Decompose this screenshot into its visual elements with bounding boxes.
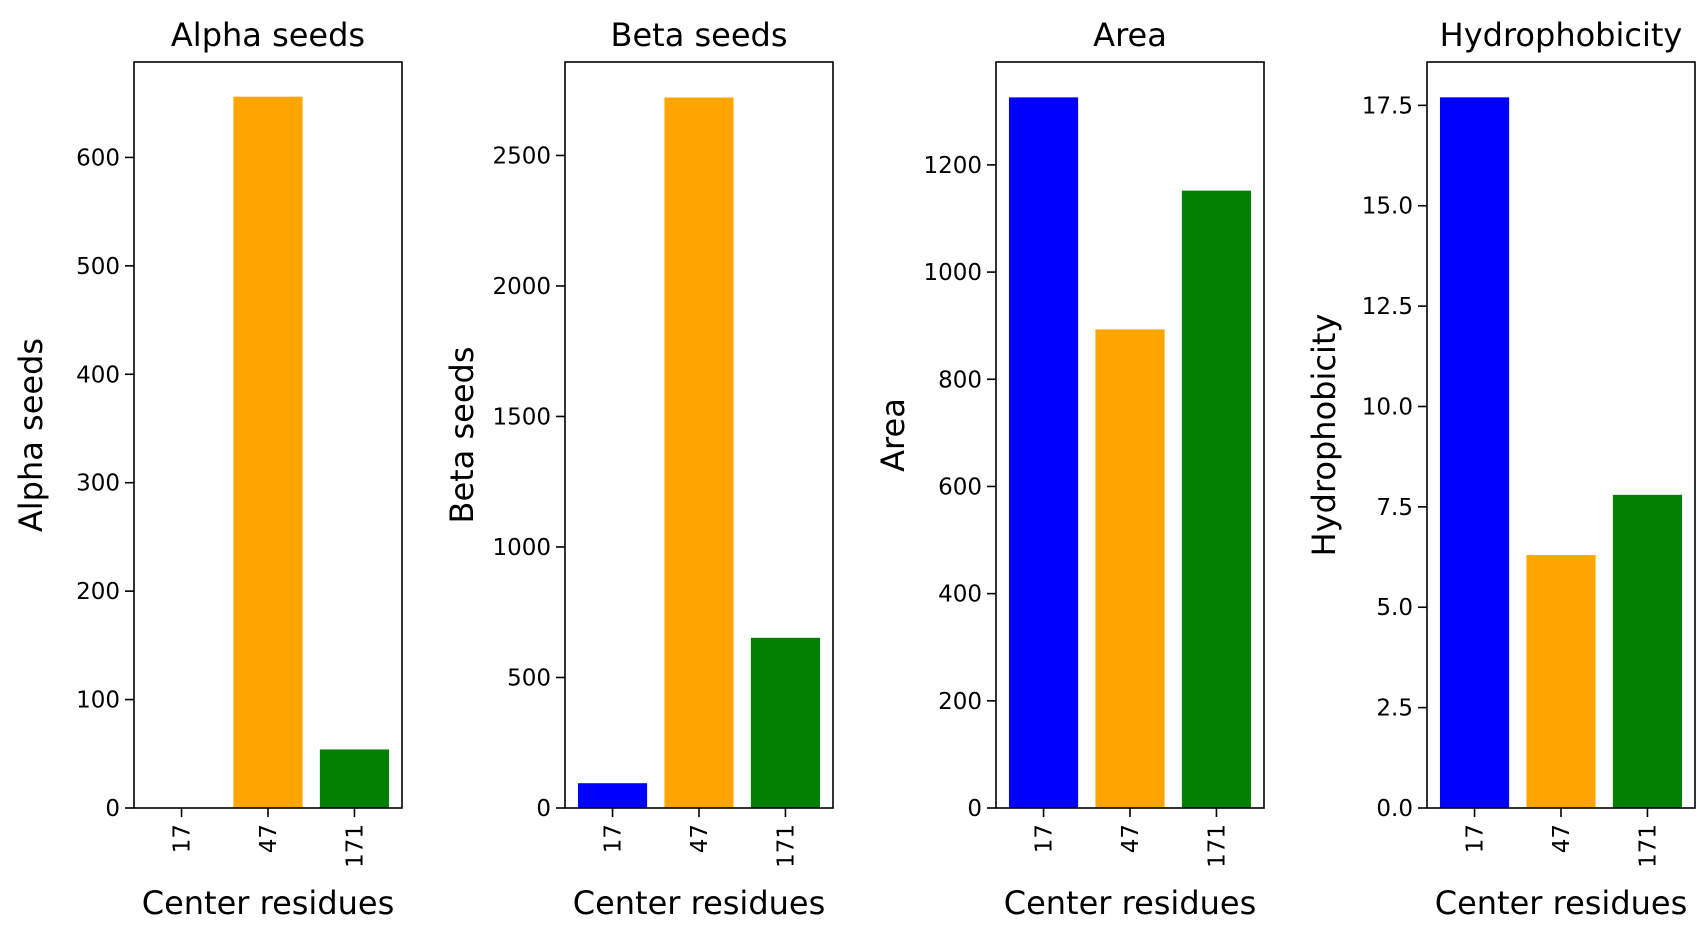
bar-47 [233, 96, 303, 808]
y-tick-label: 600 [76, 145, 120, 171]
y-tick-label: 1000 [923, 260, 982, 286]
y-tick-label: 400 [938, 582, 982, 608]
x-tick-label-171: 171 [1635, 824, 1661, 868]
x-tick-label-17: 17 [601, 824, 627, 853]
bar-17 [1439, 97, 1510, 808]
y-tick-label: 100 [76, 688, 120, 714]
bar-47 [1526, 555, 1596, 808]
chart-title: Area [1093, 16, 1167, 54]
y-axis-label: Beta seeds [443, 347, 481, 524]
y-tick-label: 15.0 [1362, 194, 1413, 220]
y-tick-label: 200 [76, 579, 120, 605]
x-tick-label-171: 171 [773, 824, 799, 868]
x-tick-label-17: 17 [1032, 824, 1058, 853]
y-tick-label: 0.0 [1376, 796, 1413, 822]
x-tick-label-47: 47 [1118, 824, 1144, 853]
y-tick-label: 2.5 [1376, 696, 1413, 722]
x-axis-label: Center residues [1435, 884, 1688, 922]
y-tick-label: 1200 [923, 153, 982, 179]
y-tick-label: 12.5 [1362, 294, 1413, 320]
x-tick-label-17: 17 [170, 824, 196, 853]
bar-171 [1181, 190, 1252, 808]
x-tick-label-17: 17 [1463, 824, 1489, 853]
chart-title: Alpha seeds [171, 16, 365, 54]
y-tick-label: 500 [507, 665, 551, 691]
y-tick-label: 300 [76, 471, 120, 497]
y-tick-label: 600 [938, 474, 982, 500]
chart-panel-3: 0 200 400 600 800 1000 1200 17 47 171 Area Center r… [874, 16, 1265, 922]
y-tick-label: 5.0 [1376, 595, 1413, 621]
chart-panel-1: 0 100 200 300 400 500 600 17 47 171 Alpha seeds Cen… [12, 16, 403, 922]
y-tick-label: 7.5 [1376, 495, 1413, 521]
x-axis-label: Center residues [573, 884, 826, 922]
y-tick-label: 0 [536, 796, 551, 822]
y-tick-label: 400 [76, 362, 120, 388]
bar-47 [664, 97, 734, 808]
bar-17 [1008, 97, 1079, 809]
x-tick-label-171: 171 [342, 824, 368, 868]
bar-17 [577, 783, 648, 808]
y-tick-label: 800 [938, 367, 982, 393]
bar-47 [1095, 329, 1165, 808]
x-tick-label-171: 171 [1204, 824, 1230, 868]
y-tick-label: 2500 [492, 143, 551, 169]
bar-171 [319, 749, 390, 808]
bar-171 [1612, 494, 1683, 808]
y-tick-label: 0 [105, 796, 120, 822]
y-tick-label: 10.0 [1362, 394, 1413, 420]
y-tick-label: 1000 [492, 535, 551, 561]
y-axis-label: Hydrophobicity [1305, 314, 1343, 557]
y-tick-label: 200 [938, 689, 982, 715]
y-tick-label: 17.5 [1362, 93, 1413, 119]
x-tick-label-47: 47 [256, 824, 282, 853]
bar-171 [750, 637, 821, 808]
y-tick-label: 1500 [492, 404, 551, 430]
x-axis-label: Center residues [1004, 884, 1257, 922]
x-axis-label: Center residues [142, 884, 395, 922]
y-axis-label: Area [874, 398, 912, 472]
chart-title: Beta seeds [611, 16, 788, 54]
chart-title: Hydrophobicity [1440, 16, 1683, 54]
x-tick-label-47: 47 [687, 824, 713, 853]
y-tick-label: 500 [76, 254, 120, 280]
y-axis-label: Alpha seeds [12, 338, 50, 532]
y-tick-label: 0 [967, 796, 982, 822]
x-tick-label-47: 47 [1549, 824, 1575, 853]
chart-panel-2: 0 500 1000 1500 2000 2500 17 47 171 Beta seeds Cen… [443, 16, 834, 922]
y-tick-label: 2000 [492, 274, 551, 300]
chart-panel-4: 0.0 2.5 5.0 7.5 10.0 12.5 15.0 17.5 17 47 171 Hydro… [1305, 16, 1696, 922]
